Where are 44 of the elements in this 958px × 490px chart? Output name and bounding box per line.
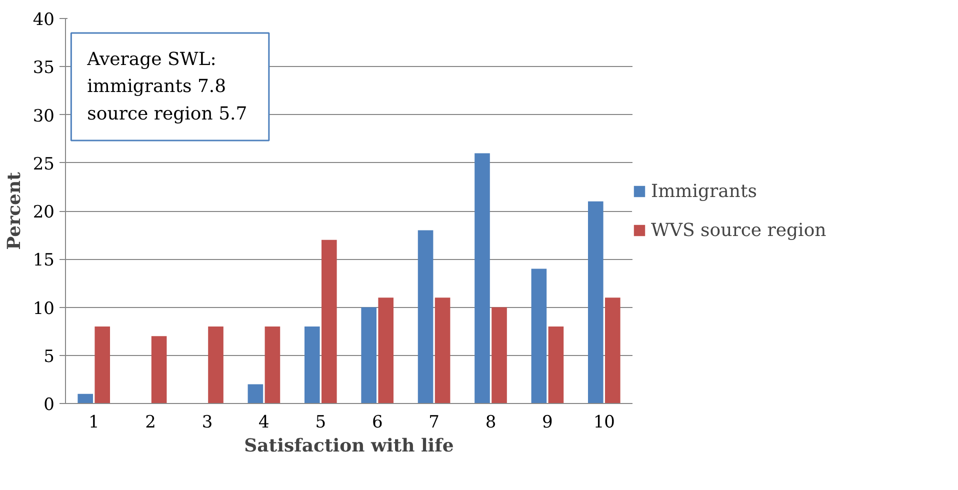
annotation: source region 5.7 — [87, 104, 248, 125]
x-axis-title: Satisfaction with life — [244, 436, 454, 456]
bar — [588, 201, 604, 404]
y-axis-title: Percent — [4, 171, 25, 250]
bar — [361, 307, 376, 404]
x-tick-label: 10 — [593, 412, 615, 432]
annotation: immigrants 7.8 — [87, 76, 226, 98]
legend-label: WVS source region — [651, 220, 826, 240]
bar — [548, 326, 564, 404]
bar — [474, 153, 490, 404]
bar — [418, 230, 434, 404]
x-tick-label: 3 — [202, 412, 213, 432]
x-tick-label: 7 — [428, 412, 440, 432]
x-tick-label: 4 — [258, 412, 270, 432]
y-tick-label: 25 — [32, 154, 55, 174]
bar — [208, 326, 224, 404]
bar — [151, 336, 167, 404]
y-tick-label: 0 — [44, 395, 55, 415]
annotation: Average SWL: — [86, 48, 216, 70]
bar — [264, 326, 280, 404]
x-tick-label: 8 — [485, 412, 496, 432]
bar — [378, 298, 394, 404]
bar — [492, 307, 507, 404]
bar — [304, 326, 320, 404]
y-tick-label: 15 — [32, 250, 55, 271]
y-tick-label: 40 — [32, 10, 55, 30]
y-tick-label: 35 — [32, 58, 55, 78]
y-tick-label: 20 — [32, 202, 55, 222]
bar — [78, 394, 93, 404]
y-tick-label: 30 — [32, 106, 55, 126]
bar — [531, 268, 547, 404]
x-tick-label: 1 — [88, 412, 100, 432]
y-tick-label: 5 — [44, 346, 55, 367]
bar — [322, 240, 337, 404]
y-tick-label: 10 — [32, 298, 55, 319]
legend-label: Immigrants — [651, 180, 757, 202]
bar — [248, 384, 264, 404]
bar — [605, 298, 620, 404]
x-tick-label: 5 — [315, 412, 326, 432]
bar — [434, 298, 450, 404]
x-tick-label: 9 — [542, 412, 553, 432]
bar — [94, 326, 110, 404]
x-tick-label: 6 — [372, 412, 383, 432]
x-tick-label: 2 — [145, 412, 156, 432]
